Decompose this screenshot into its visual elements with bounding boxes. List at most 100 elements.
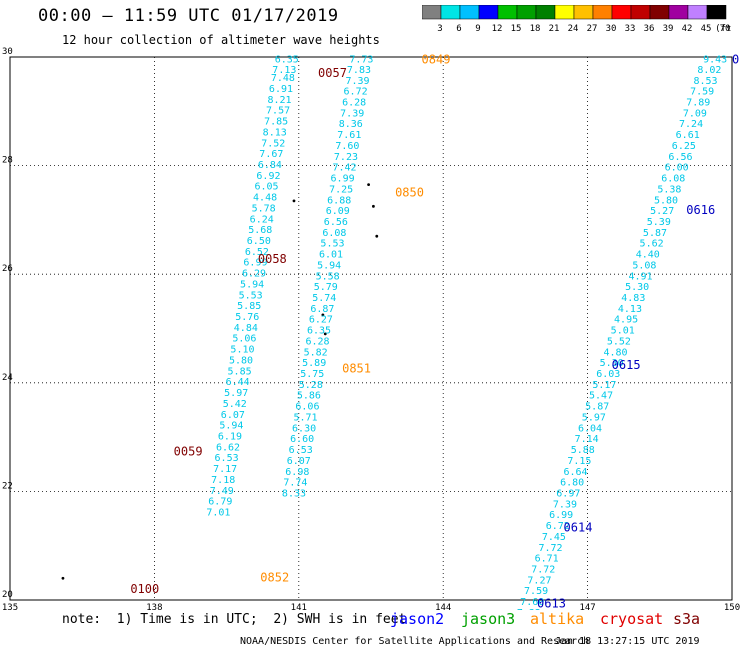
wave-height-reading: 8.33 [282,488,306,499]
wave-height-reading: 6.06 [295,402,319,413]
y-tick-label: 24 [2,373,13,383]
credit-line: NOAA/NESDIS Center for Satellite Applica… [240,636,590,647]
wave-height-reading: 5.71 [293,412,317,423]
wave-height-reading: 6.72 [546,521,570,532]
colorbar-label: 15 [511,24,522,34]
wave-height-reading: 5.80 [654,195,678,206]
island-marker [61,576,65,580]
wave-height-reading: 6.97 [556,488,580,499]
wave-height-reading: 4.80 [603,347,627,358]
wave-height-reading: 7.61 [337,130,361,141]
wave-height-reading: 5.97 [582,412,606,423]
wave-height-reading: 5.87 [585,402,609,413]
wave-height-reading: 7.85 [264,117,288,128]
wave-height-reading: 6.05 [254,182,278,193]
wave-height-reading: 7.45 [542,532,566,543]
wave-height-reading: 5.39 [647,217,671,228]
wave-height-reading: 6.24 [250,214,274,225]
wave-height-reading: 5.42 [223,399,247,410]
chart-title: 00:00 – 11:59 UTC 01/17/2019 [38,6,339,26]
wave-height-reading: 8.02 [697,65,721,76]
satellite-altika: altika [530,610,585,628]
island-marker [372,204,375,208]
colorbar-label: 33 [625,24,636,34]
wave-height-reading: 5.53 [320,239,344,250]
wave-height-reading: 7.59 [690,87,714,98]
wave-height-reading: 6.52 [245,247,269,258]
wave-height-reading: 5.53 [239,290,263,301]
wave-height-reading: 6.91 [269,84,293,95]
colorbar-label: 3 [437,24,442,34]
wave-height-reading: 5.94 [219,421,243,432]
wave-height-reading: 6.72 [344,87,368,98]
wave-height-reading: 5.97 [224,388,248,399]
wave-height-reading: 6.29 [242,269,266,280]
wave-height-reading: 5.38 [657,184,681,195]
y-tick-label: 30 [2,47,13,57]
wave-height-reading: 7.39 [553,499,577,510]
footnote: note: 1) Time is in UTC; 2) SWH is in fe… [62,612,407,627]
wave-height-reading: 6.80 [560,478,584,489]
wave-height-reading: 7.17 [213,464,237,475]
colorbar-label: 30 [606,24,617,34]
wave-height-reading: 6.19 [218,431,242,442]
wave-height-reading: 7.60 [520,597,544,608]
wave-height-reading: 5.85 [237,301,261,312]
pass-time-label: 0057 [318,66,347,80]
x-tick-label: 135 [2,603,18,610]
wave-height-reading: 6.88 [327,195,351,206]
wave-height-reading: 8.21 [267,95,291,106]
wave-height-reading: 7.74 [283,478,307,489]
y-tick-label: 28 [2,156,13,166]
wave-height-reading: 5.79 [314,282,338,293]
wave-height-reading: 7.72 [531,565,555,576]
wave-height-reading: 6.35 [307,326,331,337]
colorbar-label: 45 [701,24,712,34]
pass-time-label: 0614 [564,521,593,535]
wave-height-reading: 5.58 [316,271,340,282]
wave-height-reading: 7.25 [329,184,353,195]
wave-height-reading: 6.00 [665,163,689,174]
generated-timestamp: Jan 18 13:27:15 UTC 2019 [555,636,700,647]
colorbar-label: 42 [682,24,693,34]
pass-time-label: 0850 [395,186,424,200]
wave-height-reading: 7.15 [567,456,591,467]
wave-height-reading: 7.39 [345,76,369,87]
wave-height-reading: 7.32 [517,608,541,610]
y-tick-label: 26 [2,264,13,274]
wave-height-reading: 6.56 [668,152,692,163]
y-tick-label: 22 [2,481,13,491]
wave-height-reading: 6.07 [221,410,245,421]
wave-height-map: 135 138 141 144 147 1502022242628306.357.137.… [2,47,740,610]
wave-height-reading: 6.79 [208,497,232,508]
wave-height-reading: 6.84 [258,160,282,171]
wave-height-reading: 5.68 [248,225,272,236]
wave-height-reading: 6.98 [285,467,309,478]
wave-height-reading: 6.35 [275,55,299,66]
wave-height-reading: 6.99 [549,510,573,521]
island-marker [321,313,325,317]
wave-height-reading: 5.89 [302,358,326,369]
island-marker [292,199,296,203]
wave-height-reading: 4.95 [614,315,638,326]
colorbar-unit: (ft) [715,24,732,34]
wave-height-reading: 7.27 [527,575,551,586]
wave-height-reading: 7.59 [524,586,548,597]
wave-height-reading: 5.82 [304,347,328,358]
wave-height-reading: 6.56 [324,217,348,228]
wave-height-reading: 7.52 [261,138,285,149]
wave-height-reading: 6.28 [306,336,330,347]
pass-time-label: 0615 [612,358,641,372]
wave-height-reading: 5.78 [252,203,276,214]
wave-height-reading: 6.87 [310,304,334,315]
wave-height-reading: 6.08 [661,174,685,185]
x-tick-label: 147 [579,603,595,610]
wave-height-reading: 6.09 [326,206,350,217]
x-tick-label: 150 [724,603,740,610]
wave-height-reading: 5.80 [229,355,253,366]
wave-height-reading: 7.24 [679,119,703,130]
wave-height-reading: 5.10 [230,345,254,356]
x-tick-label: 144 [435,603,451,610]
colorbar-label: 6 [456,24,461,34]
